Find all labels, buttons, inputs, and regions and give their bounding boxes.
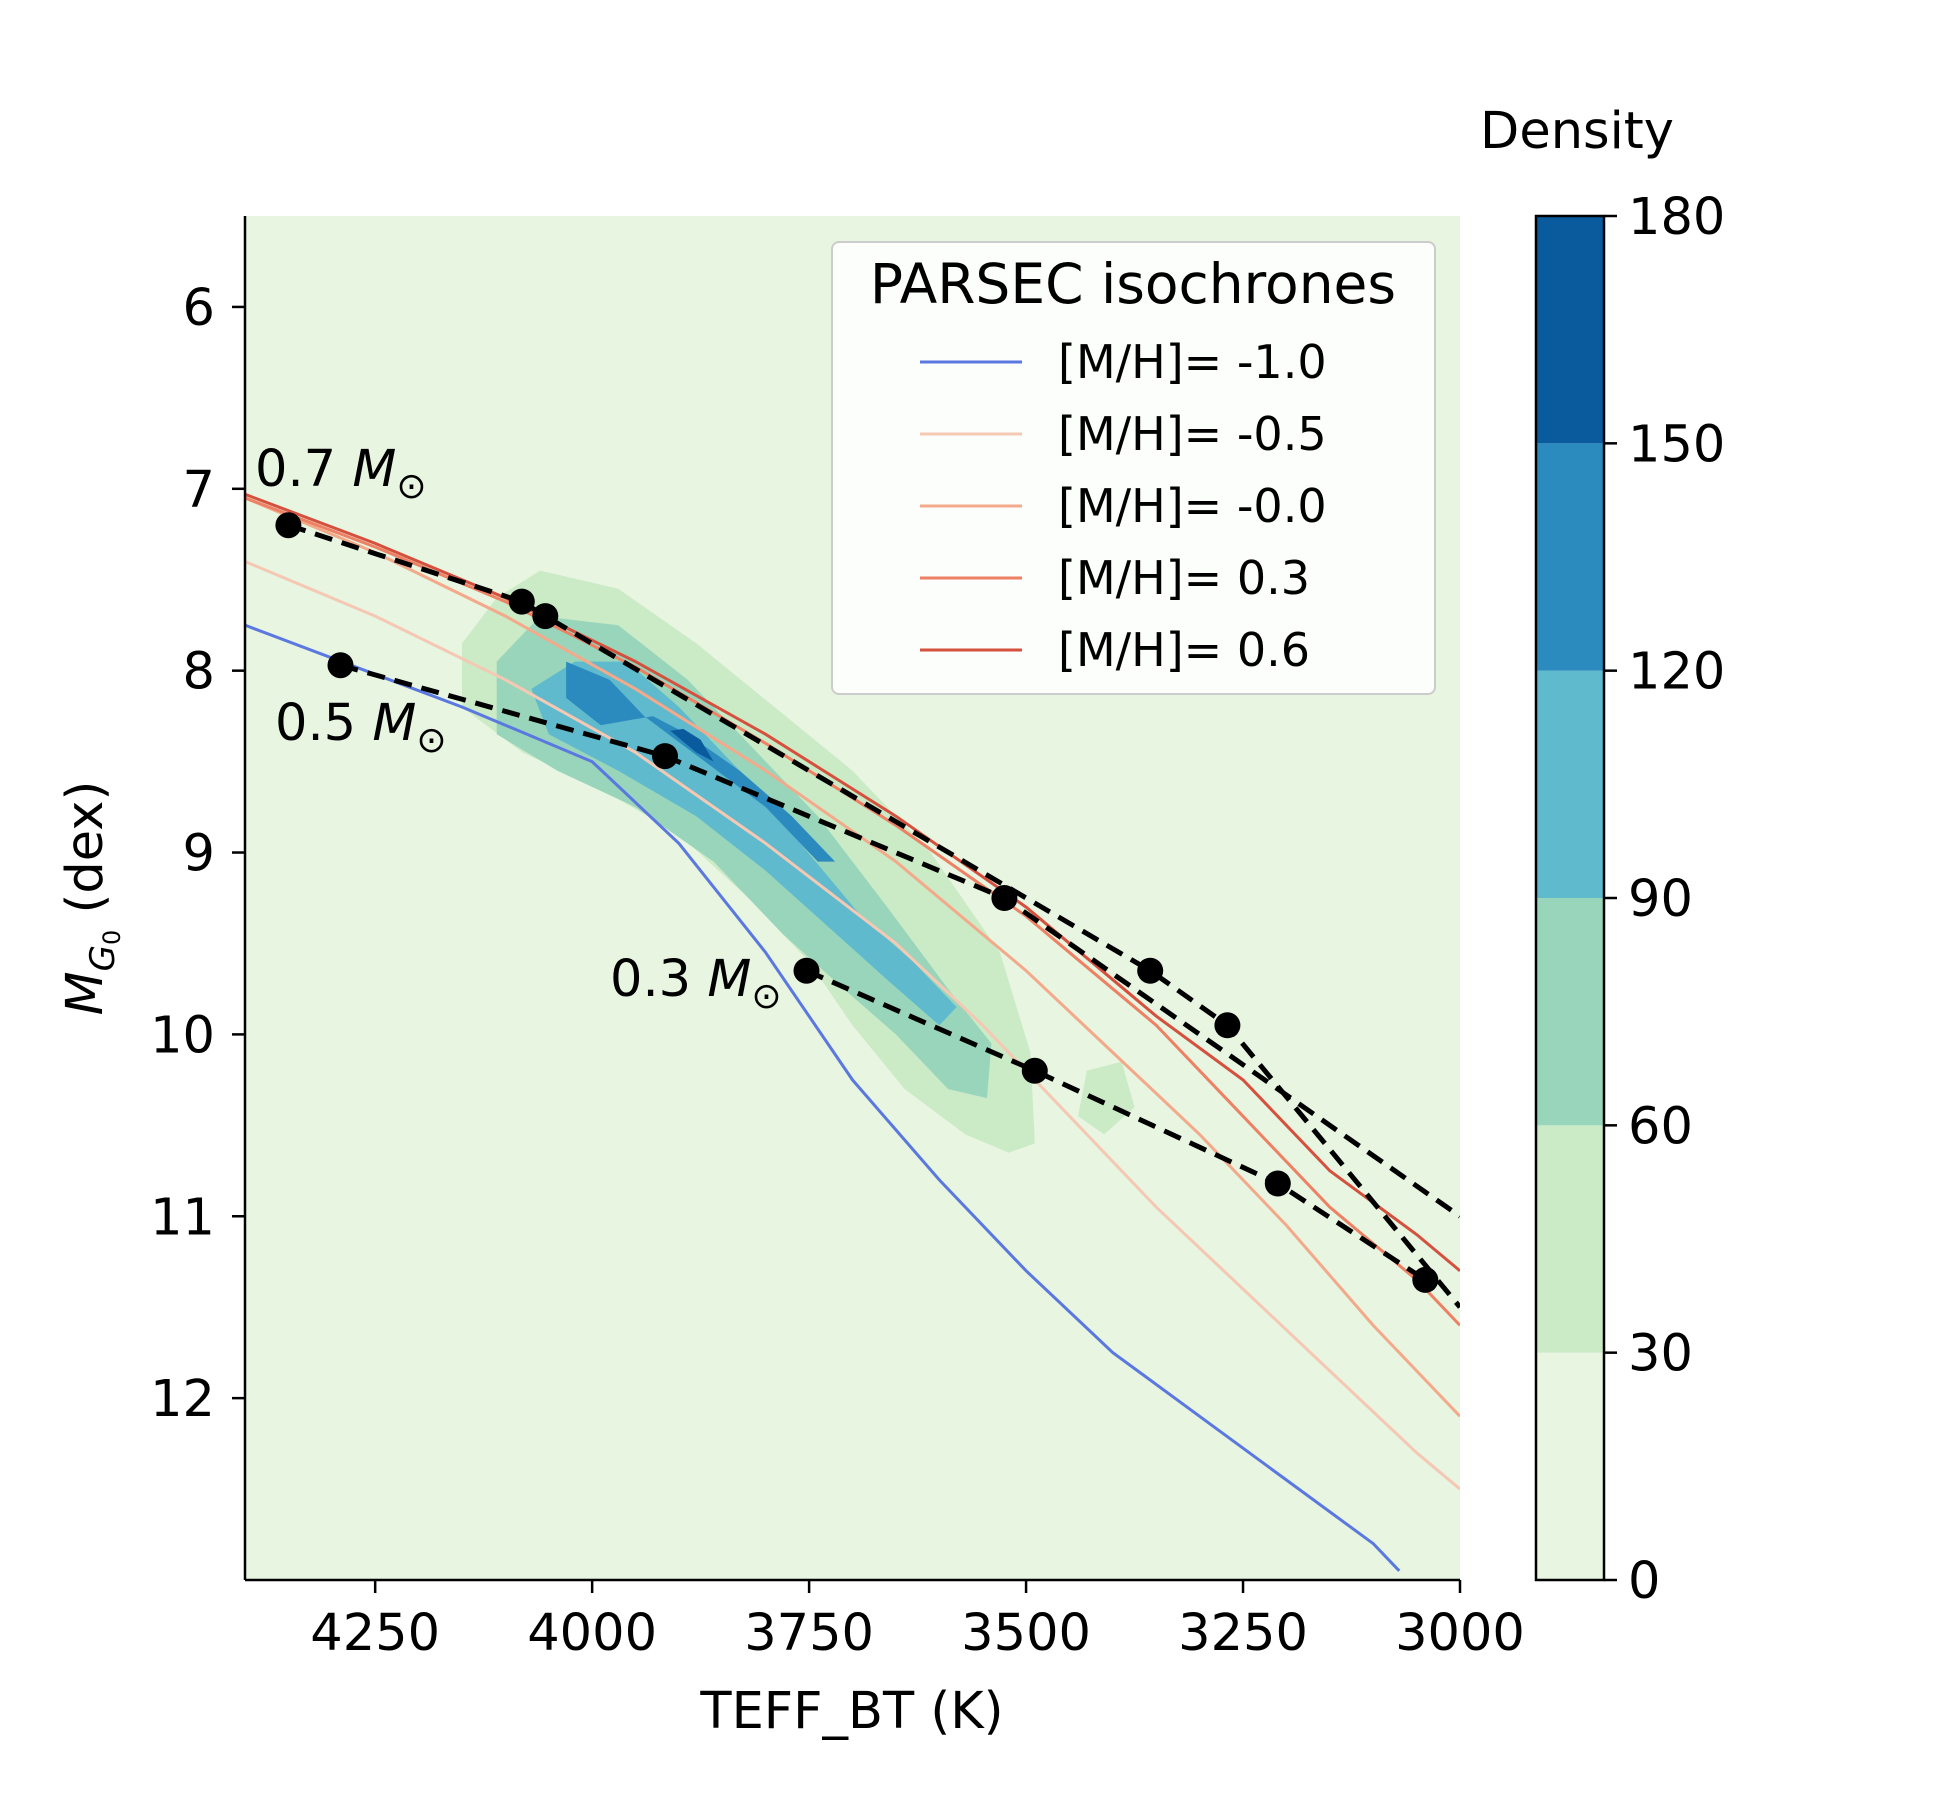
legend-label-4: [M/H]= 0.6: [1058, 623, 1310, 677]
colorbar-tick-label: 180: [1628, 188, 1725, 247]
legend: PARSEC isochrones [M/H]= -1.0 [M/H]= -0.5…: [831, 241, 1436, 695]
mass-track-point: [1412, 1266, 1439, 1293]
x-ticks: 4250 4000 3750 3500 3250 3000: [310, 1580, 1525, 1663]
mass-track-point: [1137, 957, 1164, 984]
colorbar-band-150: [1536, 216, 1604, 444]
y-ticks: 6 7 8 9 10 11 12: [150, 279, 245, 1429]
colorbar-tick-label: 0: [1628, 1552, 1660, 1611]
colorbar-tick-label: 120: [1628, 643, 1725, 702]
density-contour-30: [1078, 1061, 1135, 1135]
mass-track-point: [275, 512, 302, 539]
axes: [243, 216, 1460, 1582]
colorbar-band-90: [1536, 670, 1604, 898]
mass-tracks: [275, 512, 1460, 1309]
colorbar-tick-label: 90: [1628, 870, 1693, 929]
mass-track-point: [1214, 1012, 1241, 1039]
density-contour-120: [566, 661, 836, 862]
colorbar-band-30: [1536, 1125, 1604, 1353]
colorbar-band-120: [1536, 443, 1604, 671]
mass-track-point: [1264, 1170, 1291, 1197]
x-tick-label: 3500: [961, 1604, 1091, 1663]
colorbar-band-60: [1536, 898, 1604, 1126]
mass-track-point: [508, 588, 535, 615]
y-tick-label: 9: [183, 825, 215, 884]
legend-label-2: [M/H]= -0.0: [1058, 479, 1327, 533]
x-axis-title: TEFF_BT (K): [699, 1682, 1003, 1741]
isochrone-line-3: [245, 496, 1460, 1327]
colorbar-tick-label: 150: [1628, 415, 1725, 474]
legend-label-1: [M/H]= -0.5: [1058, 407, 1327, 461]
mass-track-point: [532, 603, 559, 630]
legend-title: PARSEC isochrones: [870, 252, 1396, 316]
mass-track-line-1: [339, 662, 1460, 1219]
mass-track-line-0: [287, 522, 1460, 1309]
mass-track-line-2: [805, 968, 1427, 1282]
mass-track-point: [1021, 1057, 1048, 1084]
colorbar-band-0: [1536, 1352, 1604, 1580]
colorbar-tick-label: 60: [1628, 1097, 1693, 1156]
mass-label-1: 0.5 M⊙: [275, 694, 447, 761]
legend-label-3: [M/H]= 0.3: [1058, 551, 1310, 605]
legend-label-0: [M/H]= -1.0: [1058, 335, 1327, 389]
x-tick-label: 4000: [527, 1604, 657, 1663]
mass-track-point: [652, 743, 678, 770]
colorbar-tick-label: 30: [1628, 1325, 1693, 1384]
y-tick-label: 10: [150, 1006, 215, 1065]
x-tick-label: 3250: [1178, 1604, 1308, 1663]
legend-box: [831, 241, 1436, 695]
colorbar: Density 0 30 60 90 120 150 180: [1480, 102, 1725, 1611]
x-tick-label: 4250: [310, 1604, 440, 1663]
mass-label-0: 0.7 M⊙: [255, 440, 427, 507]
mass-labels: 0.7 M⊙ 0.5 M⊙ 0.3 M⊙: [255, 440, 782, 1017]
mass-track-point: [793, 957, 820, 984]
isochrone-line-1: [245, 560, 1460, 1491]
isochrone-line-0: [245, 623, 1401, 1572]
isochrone-line-2: [245, 496, 1460, 1418]
y-tick-label: 11: [150, 1188, 215, 1247]
mass-track-point: [991, 885, 1018, 911]
y-tick-label: 6: [183, 279, 215, 338]
y-tick-label: 8: [183, 643, 215, 702]
y-tick-label: 7: [183, 461, 215, 520]
mass-track-point: [327, 652, 354, 679]
y-tick-label: 12: [150, 1370, 215, 1429]
colorbar-title: Density: [1480, 102, 1674, 161]
density-contour-150: [670, 728, 714, 762]
x-tick-label: 3000: [1395, 1604, 1525, 1663]
x-tick-label: 3750: [744, 1604, 874, 1663]
y-axis-title: MG0 (dex): [56, 781, 126, 1016]
mass-label-2: 0.3 M⊙: [610, 950, 782, 1017]
